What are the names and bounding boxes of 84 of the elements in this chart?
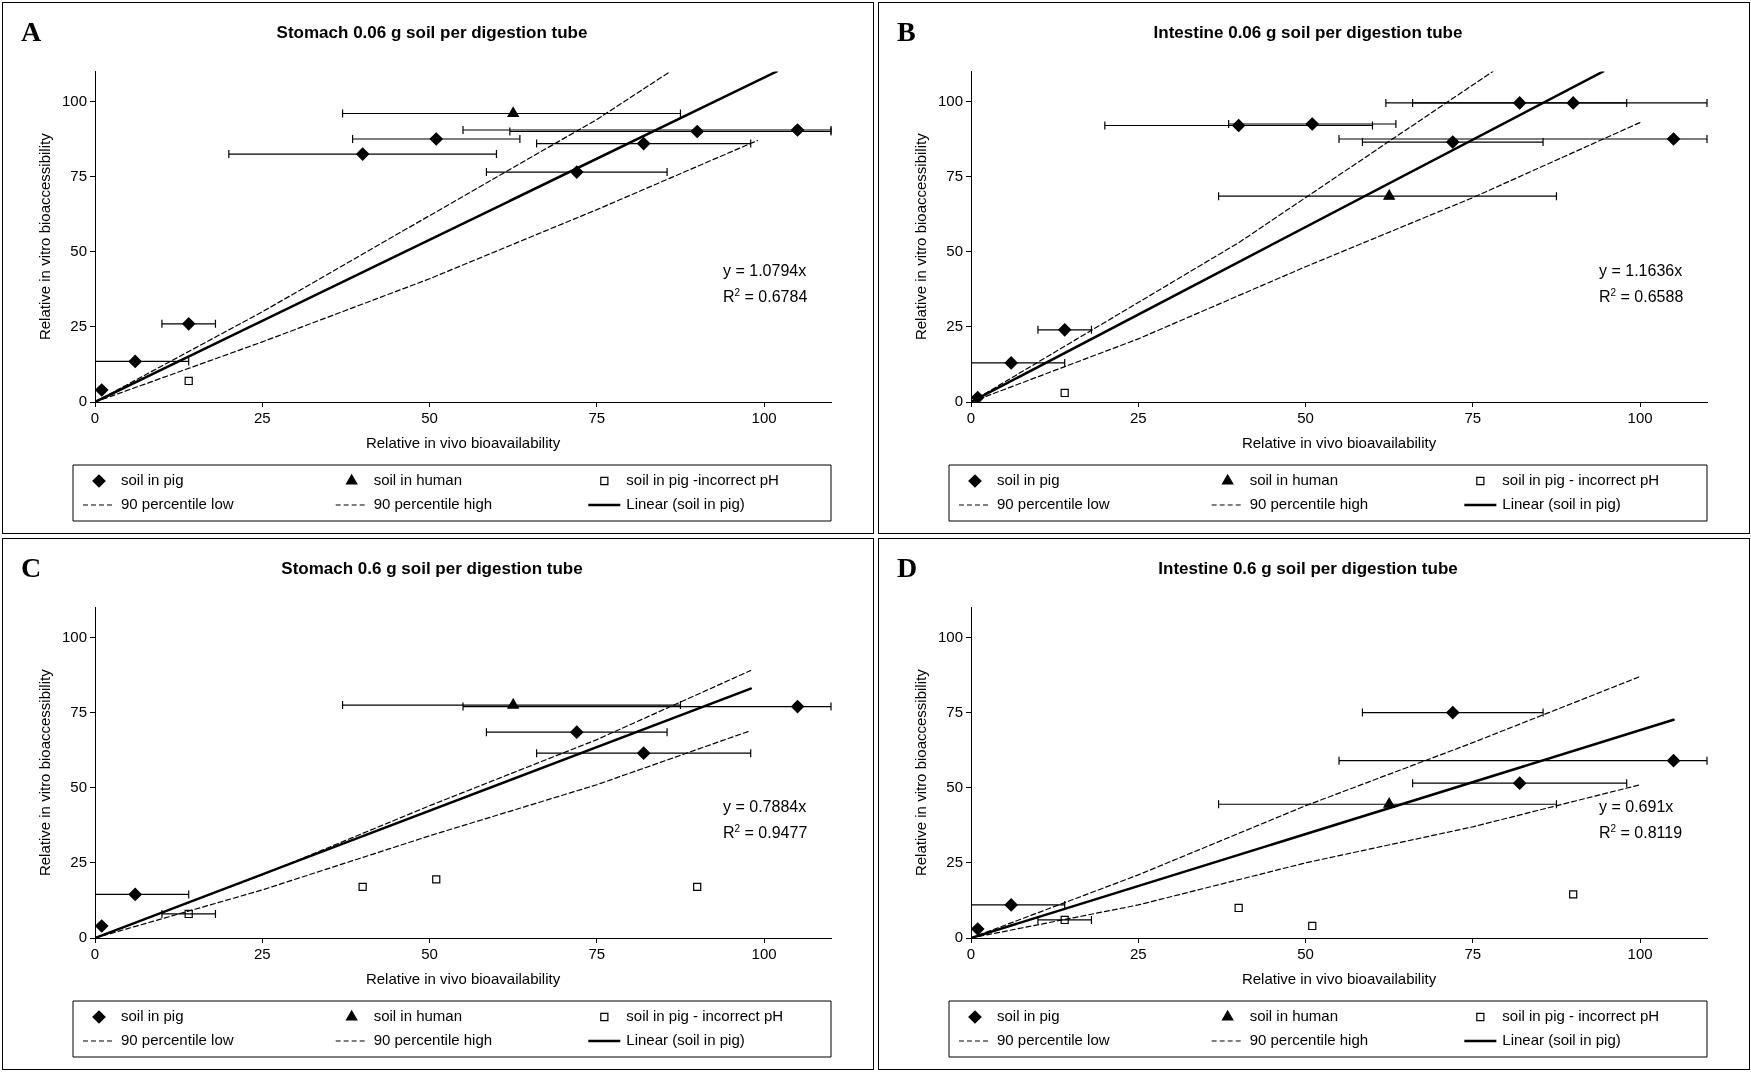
y-tick-label: 50 [946, 777, 964, 795]
y-tick-label: 0 [78, 392, 88, 410]
y-axis-title: Relative in vitro bioaccessibility [36, 132, 54, 341]
y-tick-label: 100 [938, 91, 964, 109]
legend-label: 90 percentile high [1249, 1031, 1369, 1049]
legend-label: soil in pig -incorrect pH [626, 471, 779, 489]
chart-title: Stomach 0.06 g soil per digestion tube [276, 22, 588, 42]
x-tick-label: 50 [1297, 945, 1314, 963]
legend-label: 90 percentile high [373, 1031, 493, 1049]
x-tick-label: 0 [90, 945, 100, 963]
y-tick-label: 100 [938, 627, 964, 645]
x-tick-label: 0 [966, 945, 976, 963]
y-tick-label: 0 [954, 392, 964, 410]
x-axis-title: Relative in vivo bioavailability [1241, 434, 1437, 452]
annotation: y = 1.0794x [723, 262, 807, 280]
legend-label: soil in pig [121, 471, 184, 489]
x-tick-label: 75 [1464, 409, 1482, 427]
legend-label: 90 percentile low [121, 1031, 234, 1049]
annotation: y = 0.7884x [723, 798, 807, 816]
x-axis-title: Relative in vivo bioavailability [1241, 970, 1437, 988]
text: A [21, 16, 42, 47]
x-tick-label: 25 [1129, 409, 1147, 427]
y-tick-label: 75 [946, 166, 964, 184]
x-tick-label: 75 [588, 945, 606, 963]
y-axis-title: Relative in vitro bioaccessibility [912, 668, 930, 877]
x-tick-label: 100 [1627, 409, 1653, 427]
y-tick-label: 25 [70, 853, 88, 870]
y-tick-label: 50 [70, 777, 88, 795]
legend-label: 90 percentile low [997, 1031, 1110, 1049]
x-tick-label: 50 [421, 945, 438, 963]
text: D [897, 552, 918, 583]
y-tick-label: 75 [70, 166, 88, 184]
legend-label: Linear (soil in pig) [626, 495, 745, 513]
x-tick-label: 100 [751, 945, 777, 963]
legend-label: Linear (soil in pig) [1502, 1031, 1621, 1049]
legend-label: 90 percentile high [1249, 495, 1369, 513]
text: B [897, 16, 916, 47]
annotation: y = 0.691x [1599, 798, 1674, 816]
y-tick-label: 50 [946, 241, 964, 259]
text: C [21, 552, 42, 583]
x-tick-label: 100 [751, 409, 777, 427]
x-tick-label: 25 [253, 409, 271, 427]
x-tick-label: 25 [253, 945, 271, 963]
y-tick-label: 75 [946, 702, 964, 720]
legend-label: soil in pig [997, 1007, 1060, 1025]
y-tick-label: 100 [62, 627, 88, 645]
y-axis-title: Relative in vitro bioaccessibility [912, 132, 930, 341]
x-tick-label: 50 [1297, 409, 1314, 427]
legend-label: soil in pig [121, 1007, 184, 1025]
y-tick-label: 50 [70, 241, 88, 259]
legend-label: Linear (soil in pig) [1502, 495, 1621, 513]
legend-label: Linear (soil in pig) [626, 1031, 745, 1049]
x-tick-label: 0 [966, 409, 976, 427]
legend-label: soil in pig [997, 471, 1060, 489]
legend-label: soil in pig - incorrect pH [1502, 471, 1660, 489]
y-tick-label: 0 [954, 928, 964, 946]
y-tick-label: 25 [946, 853, 964, 870]
legend-label: soil in human [1249, 471, 1339, 489]
x-tick-label: 100 [1627, 945, 1653, 963]
y-tick-label: 75 [70, 702, 88, 720]
x-tick-label: 75 [588, 409, 606, 427]
chart-title: Intestine 0.06 g soil per digestion tube [1153, 22, 1463, 42]
x-tick-label: 25 [1129, 945, 1147, 963]
x-tick-label: 50 [421, 409, 438, 427]
legend-label: soil in human [373, 1007, 463, 1025]
legend-label: 90 percentile high [373, 495, 493, 513]
legend-label: soil in pig - incorrect pH [626, 1007, 784, 1025]
legend-label: 90 percentile low [121, 495, 234, 513]
chart-title: Intestine 0.6 g soil per digestion tube [1158, 558, 1458, 578]
y-tick-label: 25 [946, 317, 964, 334]
y-tick-label: 25 [70, 317, 88, 334]
x-axis-title: Relative in vivo bioavailability [365, 434, 561, 452]
x-axis-title: Relative in vivo bioavailability [365, 970, 561, 988]
legend-label: soil in human [373, 471, 463, 489]
x-tick-label: 0 [90, 409, 100, 427]
y-tick-label: 0 [78, 928, 88, 946]
y-tick-label: 100 [62, 91, 88, 109]
y-axis-title: Relative in vitro bioaccessibility [36, 668, 54, 877]
chart-title: Stomach 0.6 g soil per digestion tube [281, 558, 583, 578]
legend-label: soil in human [1249, 1007, 1339, 1025]
legend-label: soil in pig - incorrect pH [1502, 1007, 1660, 1025]
annotation: y = 1.1636x [1599, 262, 1683, 280]
legend-label: 90 percentile low [997, 495, 1110, 513]
x-tick-label: 75 [1464, 945, 1482, 963]
